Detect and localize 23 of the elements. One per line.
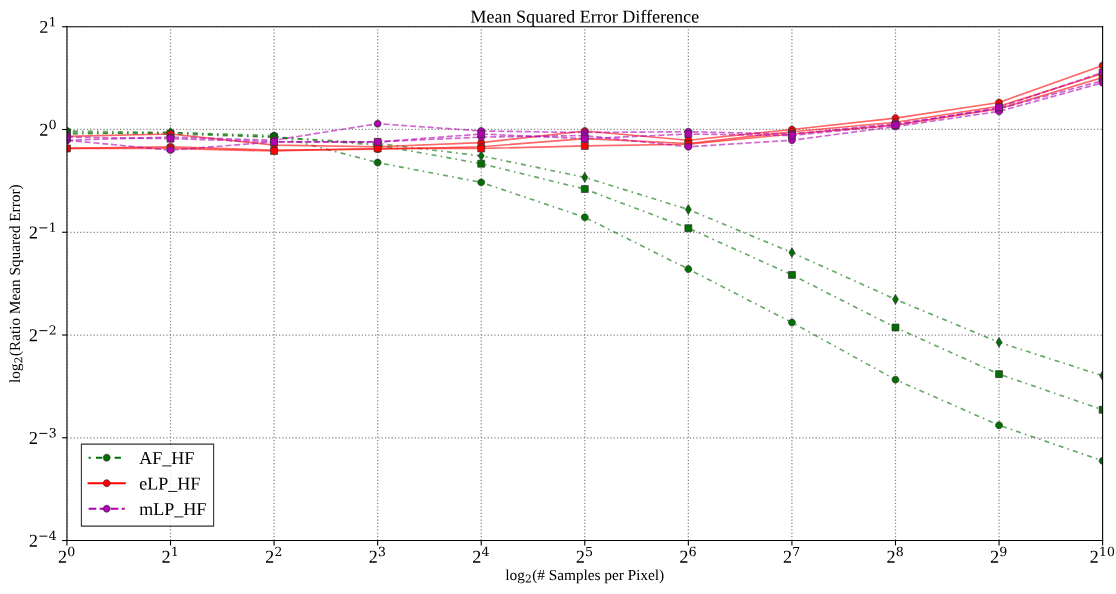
x-tick-label: 2$^{4}$ [473,546,489,563]
x-tick-label: 2$^{7}$ [783,546,800,563]
y-tick-label: 2$^{−4}$ [29,530,57,547]
y-tick-label: 2$^{−1}$ [29,222,55,239]
y-tick-label: 2$^{1}$ [40,16,55,33]
legend-label: mLP_HF [139,503,206,518]
x-tick-label: 2$^{2}$ [265,546,282,563]
x-axis-title: log$_{2}$(# Samples per Pixel) [505,569,664,584]
x-tick-label: 2$^{3}$ [369,546,386,563]
x-tick-label: 2$^{1}$ [162,546,178,563]
y-tick-label: 2$^{0}$ [40,119,56,136]
legend-label: eLP_HF [139,477,200,492]
x-tick-label: 2$^{5}$ [576,546,593,563]
x-tick-label: 2$^{0}$ [58,546,75,563]
x-tick-label: 2$^{8}$ [887,546,903,563]
y-tick-label: 2$^{−3}$ [29,427,56,444]
y-axis-title: log$_{2}$(Ratio Mean Squared Error) [9,185,24,383]
chart-title: Mean Squared Error Difference [470,9,699,27]
x-tick-label: 2$^{10}$ [1090,546,1115,563]
x-tick-label: 2$^{9}$ [990,546,1007,563]
x-tick-label: 2$^{6}$ [680,546,696,563]
y-tick-label: 2$^{−2}$ [29,325,56,342]
legend-label: AF_HF [139,452,194,467]
